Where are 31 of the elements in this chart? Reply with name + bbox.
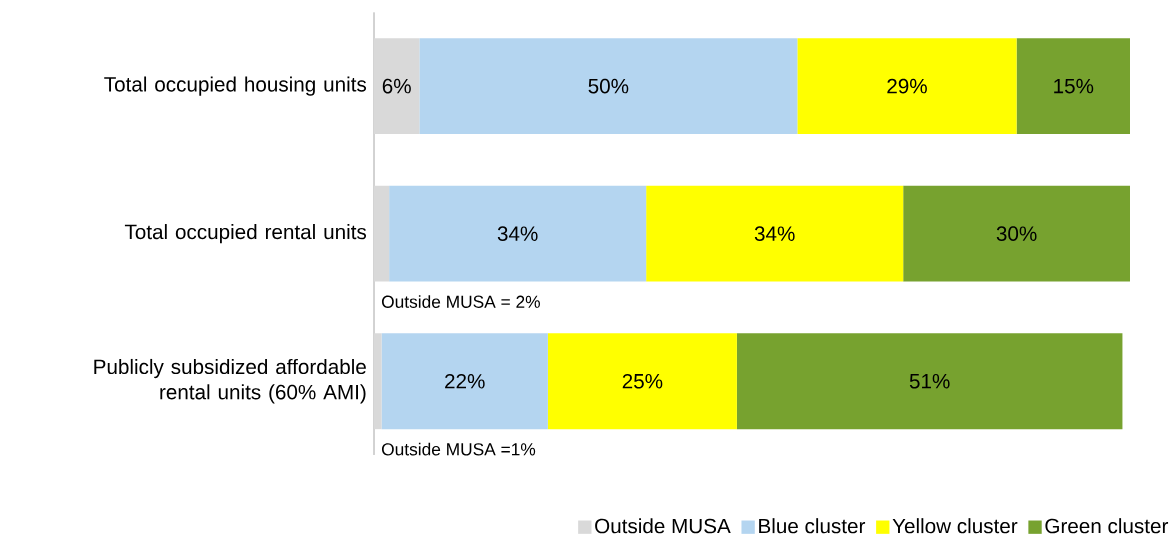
data-label: 25% <box>622 373 663 389</box>
data-label: 30% <box>996 226 1037 241</box>
data-label: 51% <box>909 373 950 389</box>
y-tick-label: Total occupied housing units <box>104 76 367 96</box>
bar <box>547 333 737 430</box>
bar <box>374 38 420 135</box>
y-tick-label: Publicly subsidized affordable rental units (60% AMI) <box>94 358 366 404</box>
y-tick-label: Total occupied rental units <box>124 224 367 244</box>
bar <box>797 38 1017 135</box>
bar <box>374 185 390 282</box>
data-label: 50% <box>588 78 629 94</box>
annotation: Outside MUSA =1% <box>381 442 536 456</box>
bar <box>1016 38 1130 135</box>
annotation: Outside MUSA = 2% <box>381 295 540 308</box>
bar <box>419 38 798 135</box>
legend-label: Outside MUSA <box>595 518 731 534</box>
legend-label: Green cluster <box>1045 518 1169 534</box>
bar <box>736 333 1123 430</box>
data-label: 34% <box>497 226 538 241</box>
data-label: 6% <box>382 78 411 94</box>
bar <box>646 185 904 282</box>
data-label: 29% <box>887 78 927 94</box>
bar <box>381 333 548 430</box>
data-label: 34% <box>754 226 795 241</box>
data-label: 15% <box>1054 78 1094 94</box>
bar <box>374 333 382 430</box>
data-label: 22% <box>445 373 485 389</box>
legend-label: Blue cluster <box>759 518 866 534</box>
bar <box>389 185 647 282</box>
bar <box>903 185 1130 282</box>
legend-label: Yellow cluster <box>892 518 1018 534</box>
